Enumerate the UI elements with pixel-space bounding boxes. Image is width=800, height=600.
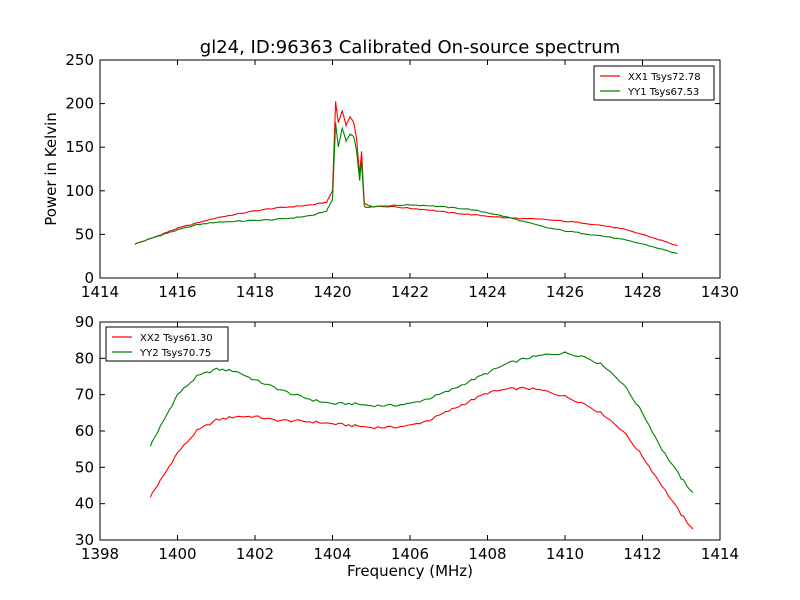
x-tick-label: 1428 — [623, 283, 661, 301]
y-tick-label: 60 — [75, 422, 94, 440]
y-tick-label: 50 — [75, 225, 94, 243]
x-tick-label: 1420 — [313, 283, 351, 301]
y-tick-label: 80 — [75, 349, 94, 367]
bottom-spectrum-panel: 1398 1400 1402 1404 1406 1408 1410 1412 1414 30 40… — [75, 313, 739, 580]
x-tick-label: 1426 — [546, 283, 584, 301]
x-tick-label: 1398 — [81, 545, 119, 563]
x-tick-label: 1410 — [546, 545, 584, 563]
legend-box — [105, 326, 229, 362]
legend-label: XX2 Tsys61.30 — [140, 333, 213, 344]
x-tick-label: 1404 — [313, 545, 351, 563]
x-tick-label: 1414 — [701, 545, 739, 563]
legend-label: YY1 Tsys67.53 — [627, 87, 699, 98]
x-tick-label: 1418 — [236, 283, 274, 301]
y-tick-label: 70 — [75, 386, 94, 404]
x-tick-label: 1414 — [81, 283, 119, 301]
x-tick-label: 1430 — [701, 283, 739, 301]
y-tick-label: 150 — [65, 138, 94, 156]
x-tick-label: 1412 — [623, 545, 661, 563]
x-tick-label: 1422 — [391, 283, 429, 301]
legend: XX2 Tsys61.30 YY2 Tsys70.75 — [105, 326, 229, 362]
y-axis-label: Power in Kelvin — [42, 112, 60, 226]
x-tick-label: 1416 — [158, 283, 196, 301]
series-line-yy — [134, 122, 678, 255]
top-spectrum-panel: 1414 1416 1418 1420 1422 1424 1426 1428 1430 0 50 1… — [42, 51, 739, 301]
chart-title: gl24, ID:96363 Calibrated On-source spec… — [200, 37, 620, 58]
legend-box — [593, 65, 715, 101]
y-tick-label: 40 — [75, 495, 94, 513]
y-tick-label: 250 — [65, 51, 94, 69]
y-tick-label: 200 — [65, 95, 94, 113]
x-tick-label: 1400 — [158, 545, 196, 563]
x-axis-label: Frequency (MHz) — [347, 562, 473, 580]
x-tick-label: 1408 — [468, 545, 506, 563]
series-line-yy — [149, 351, 694, 494]
legend-label: XX1 Tsys72.78 — [628, 72, 701, 83]
legend-label: YY2 Tsys70.75 — [139, 348, 211, 359]
y-tick-label: 50 — [75, 458, 94, 476]
y-tick-label: 30 — [75, 531, 94, 549]
x-tick-label: 1424 — [468, 283, 506, 301]
y-tick-label: 90 — [75, 313, 94, 331]
series-line-xx — [149, 386, 694, 530]
y-tick-label: 0 — [84, 269, 94, 287]
x-tick-label: 1406 — [391, 545, 429, 563]
legend: XX1 Tsys72.78 YY1 Tsys67.53 — [593, 65, 715, 101]
x-tick-label: 1402 — [236, 545, 274, 563]
y-tick-label: 100 — [65, 182, 94, 200]
